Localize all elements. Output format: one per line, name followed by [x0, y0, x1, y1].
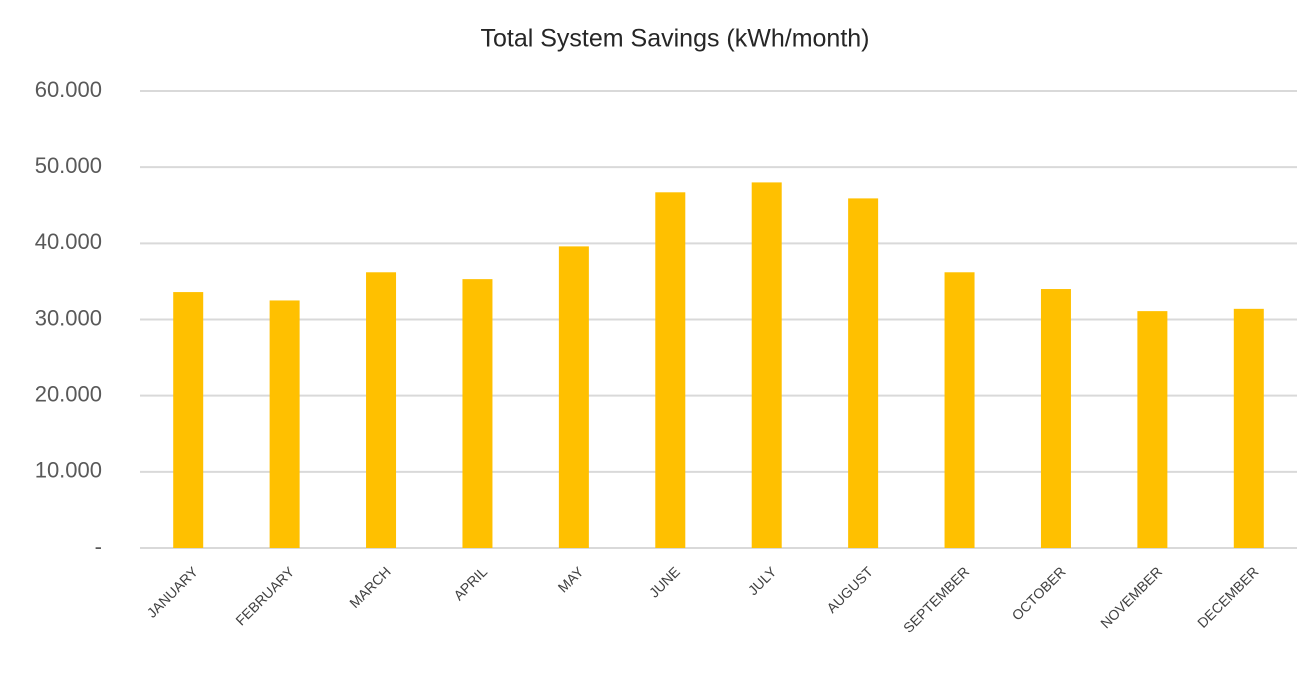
x-tick-label: OCTOBER — [1009, 563, 1069, 623]
bar — [751, 182, 782, 548]
x-tick-label: NOVEMBER — [1097, 563, 1165, 631]
y-tick-label: 50.000 — [35, 153, 102, 178]
y-tick-label: 20.000 — [35, 381, 102, 406]
x-tick-label: FEBRUARY — [232, 563, 298, 629]
x-tick-label: JANUARY — [144, 563, 202, 621]
bar — [173, 292, 204, 548]
chart-title: Total System Savings (kWh/month) — [480, 25, 869, 53]
y-tick-label: 40.000 — [35, 229, 102, 254]
y-tick-label: 30.000 — [35, 305, 102, 330]
x-tick-label: SEPTEMBER — [900, 563, 972, 635]
bar — [1233, 308, 1264, 548]
bar — [558, 246, 589, 548]
bar — [1040, 289, 1071, 548]
y-tick-label: 10.000 — [35, 458, 102, 483]
bar — [944, 272, 975, 548]
bar — [1137, 311, 1168, 548]
bar — [655, 192, 686, 548]
y-tick-label: - — [95, 534, 102, 559]
y-tick-label: 60.000 — [35, 77, 102, 102]
x-tick-label: APRIL — [450, 563, 490, 603]
bar — [848, 198, 879, 548]
bar — [462, 279, 493, 548]
x-tick-label: MAY — [555, 563, 587, 595]
x-tick-label: AUGUST — [823, 563, 876, 616]
x-tick-label: MARCH — [346, 563, 394, 611]
bar — [366, 272, 397, 548]
x-tick-label: DECEMBER — [1194, 563, 1261, 630]
bar — [269, 300, 300, 548]
x-tick-label: JULY — [745, 563, 780, 598]
x-tick-label: JUNE — [646, 563, 683, 600]
